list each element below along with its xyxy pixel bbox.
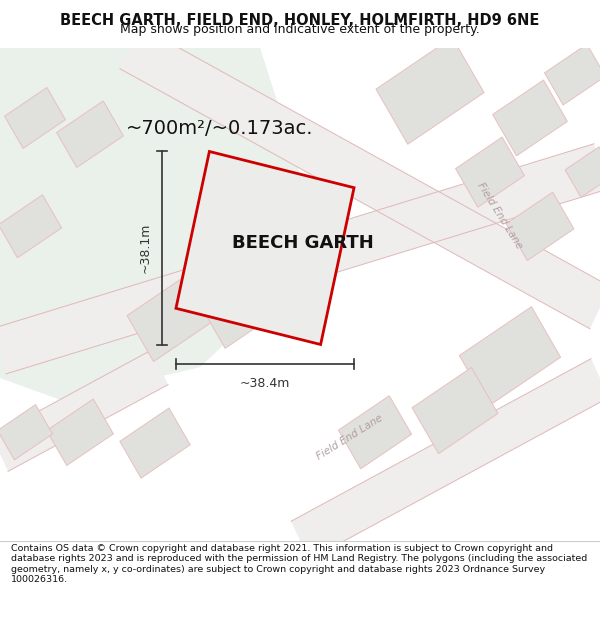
Polygon shape xyxy=(120,408,190,478)
Polygon shape xyxy=(0,48,310,400)
Polygon shape xyxy=(412,368,498,454)
Text: BEECH GARTH, FIELD END, HONLEY, HOLMFIRTH, HD9 6NE: BEECH GARTH, FIELD END, HONLEY, HOLMFIRT… xyxy=(61,13,539,28)
Text: BEECH GARTH: BEECH GARTH xyxy=(232,234,374,252)
Polygon shape xyxy=(127,276,213,361)
Text: Contains OS data © Crown copyright and database right 2021. This information is : Contains OS data © Crown copyright and d… xyxy=(11,544,587,584)
Text: Map shows position and indicative extent of the property.: Map shows position and indicative extent… xyxy=(120,22,480,36)
Polygon shape xyxy=(0,144,600,374)
Polygon shape xyxy=(506,192,574,261)
Polygon shape xyxy=(338,396,412,469)
Polygon shape xyxy=(545,44,600,105)
Polygon shape xyxy=(291,359,600,560)
Polygon shape xyxy=(376,38,484,144)
Polygon shape xyxy=(0,350,168,471)
Text: Field End Lane: Field End Lane xyxy=(315,413,385,462)
Polygon shape xyxy=(493,80,568,156)
Polygon shape xyxy=(120,26,600,329)
Polygon shape xyxy=(200,267,280,348)
Polygon shape xyxy=(455,137,524,208)
Text: Field End Lane: Field End Lane xyxy=(476,181,524,251)
Polygon shape xyxy=(0,404,53,460)
Polygon shape xyxy=(5,88,65,148)
Polygon shape xyxy=(47,399,113,466)
Text: ~38.4m: ~38.4m xyxy=(240,377,290,390)
Polygon shape xyxy=(0,195,62,258)
Text: ~700m²/~0.173ac.: ~700m²/~0.173ac. xyxy=(126,119,314,138)
Text: ~38.1m: ~38.1m xyxy=(139,223,152,273)
Polygon shape xyxy=(56,101,124,168)
Polygon shape xyxy=(460,307,560,406)
Polygon shape xyxy=(565,147,600,198)
Polygon shape xyxy=(176,151,354,344)
